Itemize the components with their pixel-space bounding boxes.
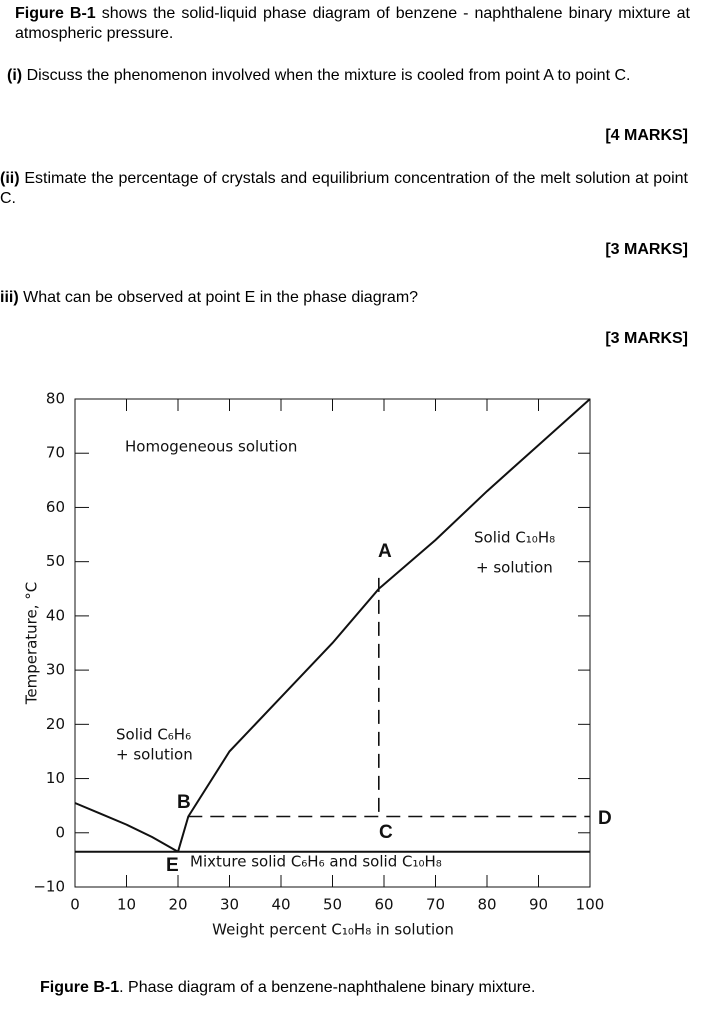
caption-text: . Phase diagram of a benzene-naphthalene…	[119, 979, 536, 996]
x-axis-title: Weight percent C₁₀H₈ in solution	[212, 921, 454, 939]
x-tick-label: 40	[271, 896, 290, 914]
x-tick-label: 0	[70, 896, 80, 914]
marks: [3 MARKS]	[605, 241, 688, 258]
y-tick-label: 60	[46, 498, 65, 516]
x-tick-label: 50	[323, 896, 342, 914]
point-label: A	[378, 541, 392, 562]
curve	[177, 398, 591, 853]
y-tick-label: 40	[46, 606, 65, 624]
y-tick-label: 50	[46, 552, 65, 570]
question-text: What can be observed at point E in the p…	[23, 289, 419, 306]
x-tick-label: 90	[529, 896, 548, 914]
caption-bold: Figure B-1	[40, 979, 120, 996]
x-tick-label: 60	[374, 896, 393, 914]
region-label: Solid C₁₀H₈	[474, 529, 555, 547]
question: (ii) Estimate the percentage of crystals…	[0, 169, 688, 209]
point-label: B	[177, 792, 191, 813]
y-tick-label: 10	[46, 769, 65, 787]
x-tick-label: 80	[477, 896, 496, 914]
x-tick-label: 10	[117, 896, 136, 914]
point-label: E	[166, 855, 179, 876]
question-label: iii)	[0, 289, 19, 306]
question: (i) Discuss the phenomenon involved when…	[0, 66, 688, 86]
region-label: Mixture solid C₆H₆ and solid C₁₀H₈	[190, 853, 442, 871]
y-tick-label: 20	[46, 715, 65, 733]
x-tick-label: 100	[576, 896, 605, 914]
region-label: + solution	[116, 746, 193, 764]
question-label: (i)	[7, 67, 23, 84]
curve	[74, 802, 179, 853]
caption: Figure B-1. Phase diagram of a benzene-n…	[40, 978, 535, 998]
y-tick-label: 80	[46, 390, 65, 408]
x-tick-label: 20	[168, 896, 187, 914]
question-label: (ii)	[0, 170, 20, 187]
marks: [3 MARKS]	[605, 330, 688, 347]
intro: Figure B-1 shows the solid-liquid phase …	[15, 4, 690, 44]
y-axis-title: Temperature, °C	[23, 582, 41, 706]
x-tick-label: 30	[220, 896, 239, 914]
point-label: D	[598, 808, 612, 829]
region-label: + solution	[476, 559, 553, 577]
point-label: C	[379, 822, 393, 843]
question-text: Discuss the phenomenon involved when the…	[26, 67, 631, 84]
question-text: Estimate the percentage of crystals and …	[0, 170, 689, 207]
region-label: Solid C₆H₆	[116, 726, 191, 744]
y-tick-label: 30	[46, 661, 65, 679]
y-tick-label: 0	[55, 823, 65, 841]
intro-bold: Figure B-1	[15, 5, 96, 22]
question: iii) What can be observed at point E in …	[0, 288, 688, 308]
y-tick-label: −10	[33, 878, 65, 896]
marks: [4 MARKS]	[605, 127, 688, 144]
intro-text: shows the solid-liquid phase diagram of …	[15, 5, 691, 42]
x-tick-label: 70	[426, 896, 445, 914]
y-tick-label: 70	[46, 444, 65, 462]
region-label: Homogeneous solution	[125, 438, 297, 456]
